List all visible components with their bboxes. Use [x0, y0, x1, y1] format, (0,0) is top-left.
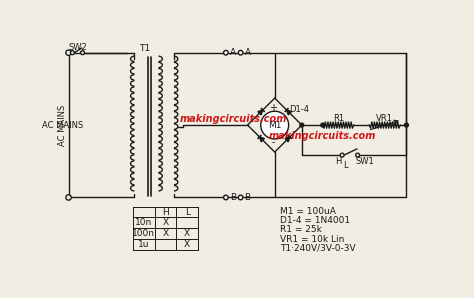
Circle shape: [81, 51, 84, 55]
Circle shape: [224, 50, 228, 55]
Text: VR1 = 10k Lin: VR1 = 10k Lin: [280, 235, 345, 243]
Circle shape: [238, 195, 243, 200]
Text: H: H: [335, 157, 341, 166]
Circle shape: [340, 153, 344, 157]
Circle shape: [261, 111, 289, 139]
Text: L: L: [343, 162, 347, 170]
Text: H: H: [162, 208, 169, 217]
Text: 100n: 100n: [132, 229, 155, 238]
Text: R1: R1: [333, 114, 344, 123]
Polygon shape: [287, 110, 292, 115]
Text: SW2: SW2: [68, 43, 87, 52]
Polygon shape: [259, 137, 264, 142]
Text: A: A: [245, 48, 251, 57]
Text: A: A: [230, 48, 236, 57]
Circle shape: [356, 153, 360, 157]
Text: T1·240V/3V-0-3V: T1·240V/3V-0-3V: [280, 244, 356, 253]
Circle shape: [300, 123, 304, 127]
Text: 10n: 10n: [135, 218, 152, 227]
Text: AC MAINS: AC MAINS: [58, 105, 67, 146]
Text: makingcircuits.com: makingcircuits.com: [268, 131, 376, 141]
Circle shape: [321, 123, 325, 127]
Text: D1-4 = 1N4001: D1-4 = 1N4001: [280, 216, 350, 225]
Text: AC MAINS: AC MAINS: [42, 121, 83, 130]
Text: M1: M1: [268, 121, 282, 130]
Text: +: +: [269, 103, 277, 113]
Text: R1 = 25k: R1 = 25k: [280, 225, 322, 234]
Circle shape: [238, 50, 243, 55]
Text: SW1: SW1: [356, 157, 375, 166]
Text: X: X: [163, 229, 168, 238]
Circle shape: [404, 123, 409, 127]
Text: X: X: [184, 229, 190, 238]
Circle shape: [71, 51, 74, 55]
Text: B: B: [230, 193, 236, 202]
Polygon shape: [258, 110, 263, 115]
Text: makingcircuits.com: makingcircuits.com: [179, 114, 287, 124]
Text: D1-4: D1-4: [289, 105, 309, 114]
Text: T1: T1: [139, 44, 150, 52]
Text: L: L: [185, 208, 190, 217]
Circle shape: [66, 50, 71, 55]
Text: -: -: [272, 137, 275, 147]
Polygon shape: [285, 137, 290, 142]
Text: X: X: [184, 240, 190, 249]
Circle shape: [66, 195, 71, 200]
Text: B: B: [245, 193, 251, 202]
Text: VR1: VR1: [376, 114, 393, 123]
Text: 1u: 1u: [138, 240, 149, 249]
Circle shape: [224, 195, 228, 200]
Text: X: X: [163, 218, 168, 227]
Text: M1 = 100uA: M1 = 100uA: [280, 207, 336, 216]
